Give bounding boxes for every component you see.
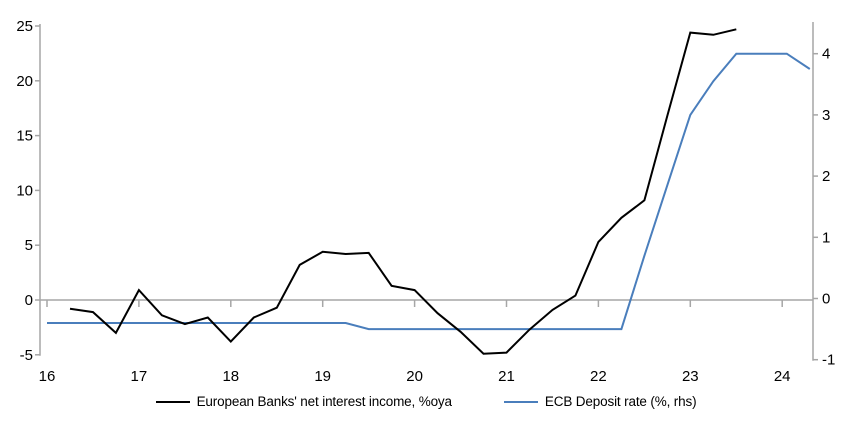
left-axis-tick-label: 5 [25, 237, 33, 254]
chart-legend: European Banks' net interest income, %oy… [0, 394, 852, 409]
x-axis-tick-label: 20 [406, 368, 423, 385]
x-axis-tick-label: 24 [774, 368, 791, 385]
x-axis-tick-label: 18 [222, 368, 239, 385]
right-axis-tick-label: 3 [822, 107, 830, 124]
series-line-net-interest-income [69, 28, 737, 355]
right-axis-tick-label: 0 [822, 291, 830, 308]
left-axis-tick-label: -5 [20, 347, 33, 364]
legend-item-ecb-deposit-rate: ECB Deposit rate (%, rhs) [503, 394, 697, 409]
x-axis-tick-label: 17 [131, 368, 148, 385]
legend-line-swatch-black [155, 400, 190, 403]
x-axis-tick-label: 19 [314, 368, 331, 385]
left-axis-tick-label: 25 [16, 18, 33, 35]
x-axis-tick-label: 16 [39, 368, 56, 385]
right-axis-tick-label: 4 [822, 46, 830, 63]
left-axis-tick-label: 0 [25, 292, 33, 309]
series-line-ecb-deposit-rate [47, 52, 811, 331]
x-axis-tick-label: 22 [590, 368, 607, 385]
x-axis-tick-label: 23 [682, 368, 699, 385]
right-axis-tick-label: 2 [822, 168, 830, 185]
right-axis-tick-label: 1 [822, 229, 830, 246]
left-axis-tick-label: 10 [16, 182, 33, 199]
legend-line-swatch-blue [503, 400, 538, 403]
right-axis-tick-label: -1 [822, 352, 835, 369]
left-axis-tick-label: 20 [16, 73, 33, 90]
legend-label-net-interest-income: European Banks' net interest income, %oy… [196, 394, 452, 409]
legend-item-net-interest-income: European Banks' net interest income, %oy… [155, 394, 452, 409]
legend-label-ecb-deposit-rate: ECB Deposit rate (%, rhs) [544, 394, 697, 409]
x-axis-tick-label: 21 [498, 368, 515, 385]
left-axis-tick-label: 15 [16, 128, 33, 145]
